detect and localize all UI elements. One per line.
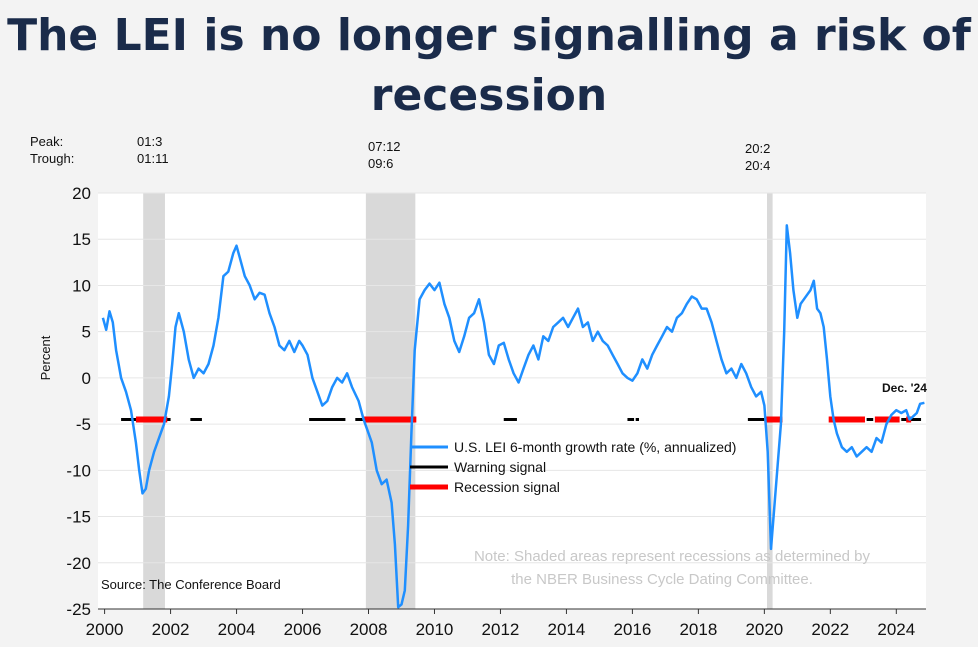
- y-tick-label: -25: [66, 600, 91, 619]
- source-label: Source: The Conference Board: [101, 577, 281, 592]
- x-tick-label: 2010: [416, 620, 454, 639]
- x-tick-label: 2002: [152, 620, 190, 639]
- y-tick-label: 10: [72, 276, 91, 295]
- recession-shade: [766, 193, 773, 609]
- recession-dates-2020: 20:2 20:4: [745, 140, 770, 174]
- x-tick-label: 2022: [811, 620, 849, 639]
- recession-dates-2008: 07:12 09:6: [368, 138, 401, 172]
- note-line2: the NBER Business Cycle Dating Committee…: [511, 571, 813, 588]
- x-tick-label: 2008: [350, 620, 388, 639]
- x-axis: 2000 2002 2004 2006 2008 2010 2012 2014 2016 2018…: [86, 608, 926, 639]
- x-tick-label: 2016: [613, 620, 651, 639]
- plot-area: [98, 193, 926, 609]
- recession-trough-date: 09:6: [368, 156, 394, 171]
- x-tick-label: 2018: [679, 620, 717, 639]
- y-tick-label: 15: [72, 230, 91, 249]
- y-tick-label: 20: [72, 184, 91, 203]
- x-tick-label: 2006: [284, 620, 322, 639]
- peak-trough-legend: Peak: Trough:: [30, 133, 74, 167]
- note-line1: Note: Shaded areas represent recessions …: [474, 548, 871, 565]
- chart-title-line2: recession: [370, 70, 608, 121]
- x-tick-label: 2024: [877, 620, 915, 639]
- y-tick-label: 0: [82, 369, 91, 388]
- chart-title: The LEI is no longer signalling a risk o…: [0, 6, 978, 126]
- x-tick-label: 2004: [218, 620, 256, 639]
- peak-label: Peak:: [30, 134, 64, 149]
- y-tick-label: -15: [66, 508, 91, 527]
- last-point-label: Dec. '24: [882, 381, 927, 395]
- legend-label-warning: Warning signal: [454, 459, 546, 475]
- y-tick-label: -20: [66, 554, 91, 573]
- y-tick-label: -5: [76, 415, 91, 434]
- recession-trough-date: 01:11: [137, 151, 169, 166]
- recession-dates-2001: 01:3 01:11: [137, 133, 169, 167]
- x-tick-label: 2014: [548, 620, 586, 639]
- legend-label-lei: U.S. LEI 6-month growth rate (%, annuali…: [454, 439, 736, 455]
- y-axis-label: Percent: [38, 335, 53, 380]
- x-tick-label: 2012: [482, 620, 520, 639]
- x-tick-label: 2000: [86, 620, 124, 639]
- series-lines: [101, 224, 925, 609]
- y-tick-label: -10: [66, 461, 91, 480]
- legend: U.S. LEI 6-month growth rate (%, annuali…: [410, 439, 736, 495]
- trough-label: Trough:: [30, 151, 75, 166]
- lei-growth-line: [101, 224, 925, 609]
- x-tick-label: 2020: [745, 620, 783, 639]
- y-tick-label: 5: [82, 323, 91, 342]
- recession-shade: [143, 193, 165, 609]
- chart-title-line1: The LEI is no longer signalling a risk o…: [7, 10, 971, 61]
- legend-label-recession: Recession signal: [454, 479, 560, 495]
- recession-peak-date: 20:2: [745, 141, 771, 156]
- recession-trough-date: 20:4: [745, 158, 771, 173]
- recession-peak-date: 01:3: [137, 134, 163, 149]
- recession-peak-date: 07:12: [368, 139, 401, 154]
- y-axis: 20 15 10 5 0 -5 -10 -15 -20 -25: [66, 184, 91, 619]
